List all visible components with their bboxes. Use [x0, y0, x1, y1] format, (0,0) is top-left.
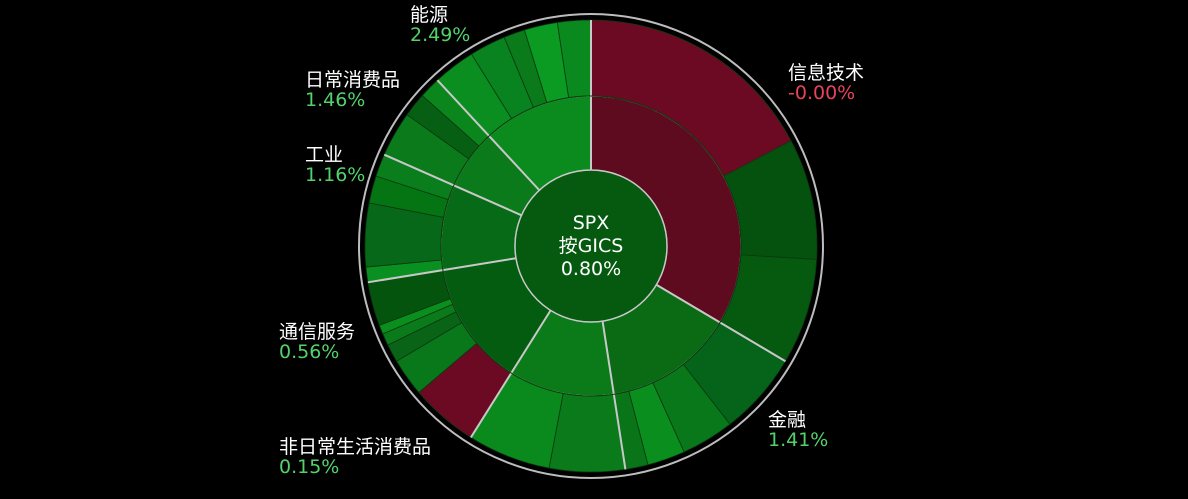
- sector-separator: [383, 153, 522, 217]
- sector-separator: [601, 320, 627, 470]
- ring-boundary: [440, 95, 742, 397]
- industry-ring: [364, 19, 818, 473]
- center-disc-group: [440, 95, 742, 397]
- sector-name: 金融: [768, 409, 807, 431]
- sector-name: 信息技术: [788, 62, 865, 84]
- sector-change: 0.56%: [279, 340, 340, 363]
- sector-name: 工业: [305, 144, 344, 166]
- sector-label-consumer-staples[interactable]: 日常消费品 1.46%: [305, 69, 401, 111]
- sector-separator: [367, 257, 517, 284]
- center-disc[interactable]: [514, 169, 668, 323]
- sector-change: 2.49%: [410, 23, 471, 46]
- sector-change: 1.46%: [305, 88, 366, 111]
- sector-change: 1.41%: [768, 428, 829, 451]
- center-change: 0.80%: [560, 257, 622, 280]
- sector-name: 非日常生活消费品: [279, 436, 432, 458]
- sector-change: 1.16%: [305, 163, 366, 186]
- sector-change: -0.00%: [788, 81, 856, 104]
- sector-separator: [436, 79, 541, 191]
- sector-label-communication-services[interactable]: 通信服务 0.56%: [279, 321, 356, 363]
- sector-separator: [470, 309, 552, 438]
- sector-change: 0.15%: [279, 455, 340, 478]
- sector-label-industrials[interactable]: 工业 1.16%: [305, 144, 366, 186]
- center-index: SPX: [572, 211, 610, 234]
- sector-label-financials[interactable]: 金融 1.41%: [768, 409, 829, 451]
- sector-name: 日常消费品: [305, 69, 401, 91]
- center-label: SPX 按GICS 0.80%: [559, 212, 624, 280]
- sector-name: 通信服务: [279, 321, 356, 343]
- center-grouping: 按GICS: [558, 234, 624, 257]
- sector-label-information-technology[interactable]: 信息技术 -0.00%: [788, 62, 865, 104]
- sector-separator: [655, 283, 786, 363]
- sector-label-consumer-discretionary[interactable]: 非日常生活消费品 0.15%: [279, 436, 432, 478]
- sector-name: 能源: [410, 4, 449, 26]
- chart-outline: [358, 13, 824, 479]
- sector-label-energy[interactable]: 能源 2.49%: [410, 4, 471, 46]
